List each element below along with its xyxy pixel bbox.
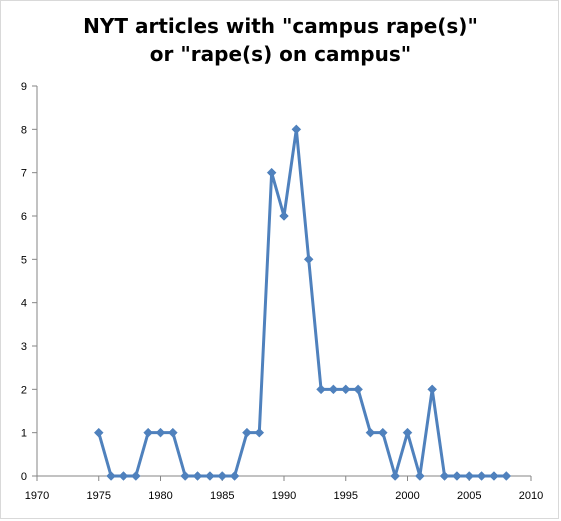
data-point [476, 471, 487, 481]
y-tick-label: 0 [21, 471, 27, 483]
chart-title-line-2: or "rape(s) on campus" [149, 42, 412, 66]
data-point [242, 427, 252, 438]
data-point [402, 427, 413, 438]
x-tick-label: 1995 [334, 490, 358, 502]
y-tick-label: 7 [21, 168, 27, 180]
data-point [501, 471, 512, 481]
x-tick-label: 2005 [457, 490, 481, 502]
data-point [390, 471, 401, 481]
data-point [316, 384, 326, 395]
data-point [427, 384, 438, 395]
y-tick-label: 1 [21, 428, 27, 440]
data-point [205, 471, 215, 481]
series-line [97, 127, 508, 478]
data-point [452, 471, 462, 481]
y-tick-label: 2 [21, 384, 27, 396]
data-point [192, 471, 203, 481]
x-tick-label: 1970 [25, 490, 49, 502]
data-point [328, 384, 339, 395]
data-point [303, 254, 314, 265]
data-point [353, 384, 363, 395]
data-point [464, 471, 475, 481]
x-tick-label: 1980 [148, 490, 172, 502]
data-point [180, 471, 191, 481]
data-point [130, 471, 141, 481]
chart-title-line-1: NYT articles with "campus rape(s)" [83, 14, 478, 38]
x-tick-label: 1975 [87, 490, 111, 502]
y-tick-label: 8 [21, 124, 27, 136]
data-point [229, 471, 240, 481]
data-point [414, 471, 425, 481]
data-point [167, 427, 178, 438]
data-point [217, 471, 228, 481]
x-tick-label: 2000 [395, 490, 419, 502]
data-point [291, 124, 302, 135]
chart-axes [36, 86, 531, 477]
chart-title: NYT articles with "campus rape(s)" or "r… [0, 12, 561, 68]
data-point [439, 471, 450, 481]
x-tick-label: 1990 [272, 490, 296, 502]
series-group [93, 124, 512, 481]
data-point [377, 427, 388, 438]
data-point [279, 211, 289, 221]
x-axis-ticks: 1970 1975 1980 1985 1990 1995 2000 2005 2010 [25, 476, 543, 502]
data-point [365, 427, 376, 438]
y-tick-label: 5 [21, 254, 27, 266]
data-point [93, 427, 104, 438]
data-point [155, 427, 166, 438]
y-tick-label: 9 [21, 81, 27, 93]
data-point [118, 471, 129, 481]
y-tick-label: 3 [21, 341, 27, 353]
x-tick-label: 1985 [210, 490, 234, 502]
data-point [340, 384, 351, 395]
y-tick-label: 4 [21, 298, 27, 310]
x-tick-label: 2010 [519, 490, 543, 502]
data-point [143, 427, 154, 438]
y-tick-label: 6 [21, 211, 27, 223]
data-point [106, 471, 116, 481]
y-axis-ticks: 0 1 2 3 4 5 6 7 8 9 [21, 81, 37, 483]
data-point [266, 167, 277, 178]
data-point [254, 427, 265, 438]
data-point [489, 471, 499, 481]
